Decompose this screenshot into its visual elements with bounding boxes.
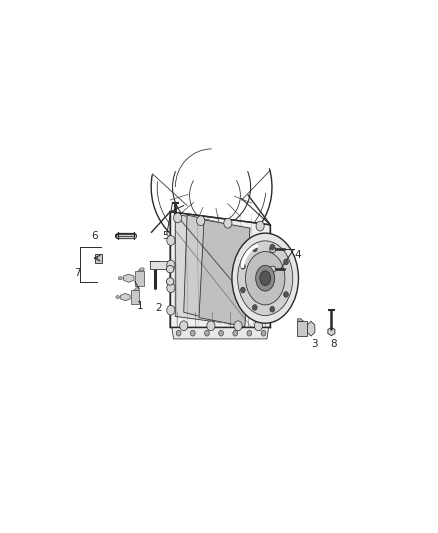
Polygon shape (328, 327, 335, 336)
Circle shape (207, 321, 215, 330)
Polygon shape (170, 212, 270, 327)
Polygon shape (138, 268, 144, 271)
Circle shape (191, 330, 195, 336)
Polygon shape (175, 214, 224, 322)
Circle shape (252, 246, 257, 252)
Polygon shape (124, 274, 134, 282)
Circle shape (262, 309, 270, 319)
Ellipse shape (246, 252, 285, 305)
Polygon shape (297, 321, 307, 336)
Text: 5: 5 (162, 230, 168, 240)
Circle shape (234, 321, 242, 330)
Circle shape (224, 219, 232, 228)
Circle shape (167, 305, 175, 315)
Circle shape (284, 292, 288, 297)
Ellipse shape (270, 246, 276, 253)
Circle shape (240, 263, 245, 269)
Polygon shape (95, 254, 102, 263)
Circle shape (176, 330, 181, 336)
Polygon shape (172, 327, 268, 339)
Ellipse shape (232, 233, 298, 323)
Text: 4: 4 (294, 250, 301, 260)
Polygon shape (134, 288, 139, 290)
Circle shape (240, 287, 245, 293)
Circle shape (173, 213, 182, 223)
Circle shape (270, 306, 275, 312)
Text: 8: 8 (330, 339, 337, 349)
Circle shape (256, 221, 264, 231)
Circle shape (219, 330, 223, 336)
Circle shape (167, 282, 175, 293)
Circle shape (262, 287, 270, 297)
Circle shape (167, 260, 175, 270)
Circle shape (197, 216, 205, 225)
Polygon shape (120, 293, 130, 301)
Ellipse shape (260, 271, 271, 286)
Polygon shape (131, 290, 139, 304)
Polygon shape (184, 215, 235, 325)
Ellipse shape (270, 266, 276, 272)
Circle shape (180, 321, 188, 330)
Ellipse shape (116, 296, 120, 298)
Circle shape (261, 330, 266, 336)
Polygon shape (135, 271, 144, 286)
Circle shape (205, 330, 209, 336)
Text: 3: 3 (311, 339, 318, 349)
Ellipse shape (118, 277, 122, 280)
Circle shape (252, 305, 257, 310)
Ellipse shape (238, 241, 293, 316)
Polygon shape (199, 220, 250, 327)
Polygon shape (307, 321, 315, 336)
Circle shape (270, 244, 275, 250)
Ellipse shape (256, 265, 275, 291)
Circle shape (247, 330, 252, 336)
Circle shape (284, 259, 288, 265)
Text: 2: 2 (155, 303, 162, 313)
Ellipse shape (166, 265, 174, 273)
Circle shape (254, 321, 262, 330)
Text: 6: 6 (92, 230, 98, 240)
Text: 1: 1 (137, 301, 144, 311)
Polygon shape (297, 319, 304, 321)
Ellipse shape (166, 278, 174, 285)
Polygon shape (150, 261, 170, 269)
Text: 7: 7 (74, 268, 81, 278)
Circle shape (233, 330, 237, 336)
Circle shape (167, 236, 175, 245)
Circle shape (262, 241, 270, 252)
Circle shape (262, 264, 270, 274)
